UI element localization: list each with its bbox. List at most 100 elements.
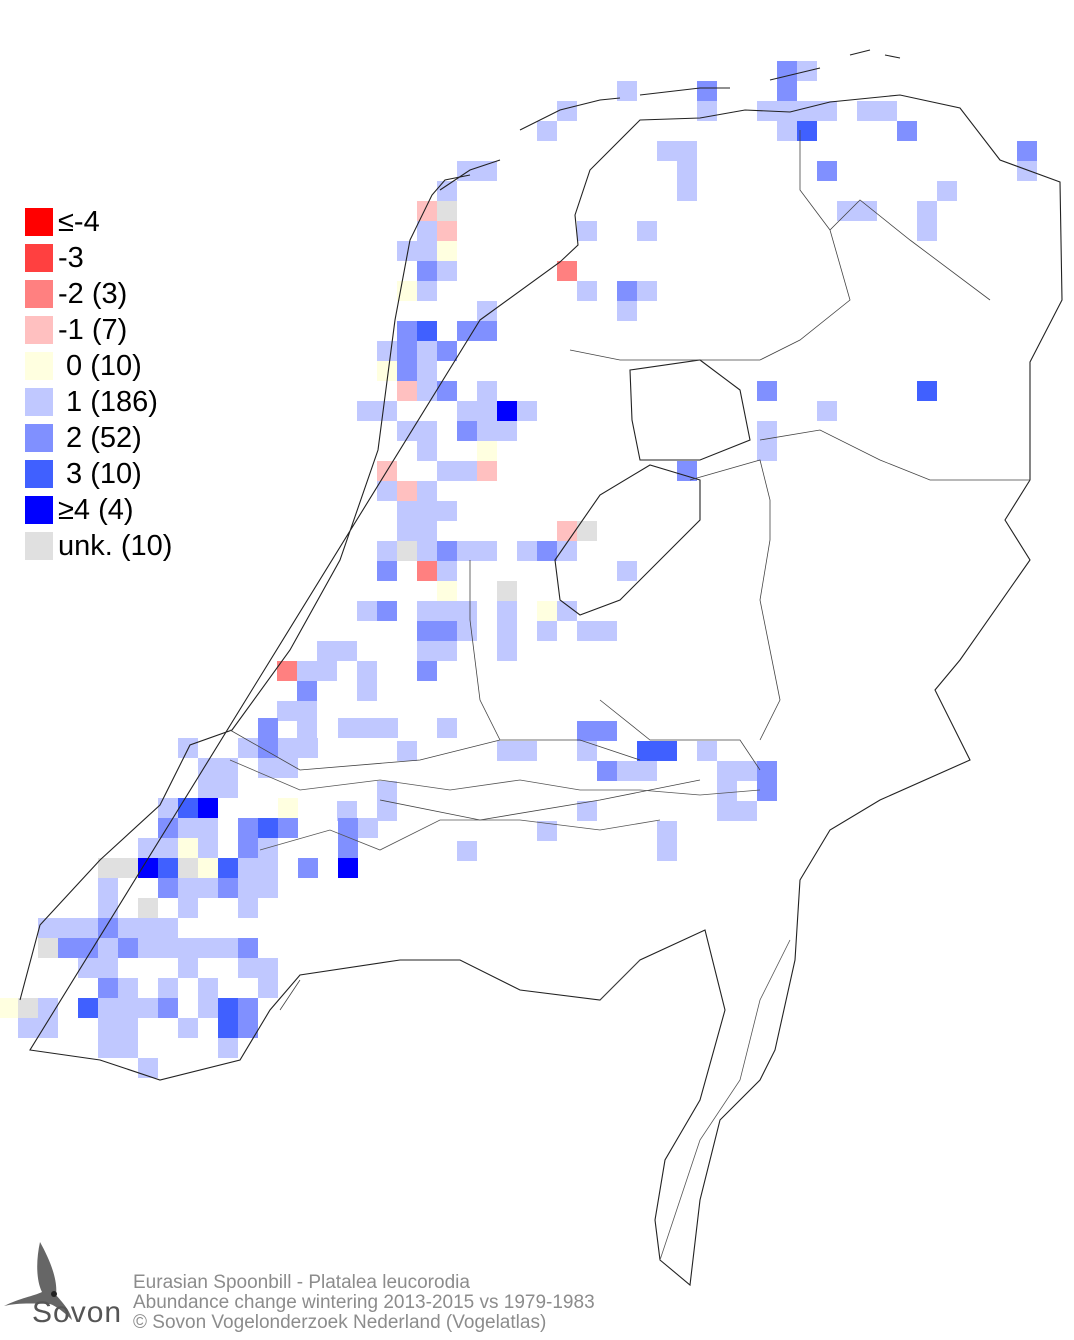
grid-cell	[397, 381, 417, 401]
grid-cell	[637, 741, 657, 761]
grid-cell	[497, 741, 517, 761]
grid-cell	[657, 741, 677, 761]
grid-cell	[338, 818, 358, 838]
grid-cell	[417, 661, 437, 681]
grid-cell	[158, 978, 178, 998]
grid-cell	[737, 761, 757, 781]
grid-cell	[238, 1018, 258, 1038]
grid-cell	[377, 601, 397, 621]
grid-cell	[497, 421, 517, 441]
grid-cell	[198, 878, 218, 898]
grid-cell	[557, 601, 577, 621]
grid-cell	[417, 321, 437, 341]
grid-cell	[377, 361, 397, 381]
legend-item: ≥4 (4)	[25, 492, 172, 528]
grid-cell	[1017, 141, 1037, 161]
legend-swatch	[25, 352, 53, 380]
grid-cell	[497, 641, 517, 661]
grid-cell	[178, 878, 198, 898]
grid-cell	[357, 401, 377, 421]
grid-cell	[937, 181, 957, 201]
grid-cell	[358, 718, 378, 738]
grid-cell	[158, 858, 178, 878]
grid-cell	[258, 818, 278, 838]
grid-cell	[717, 781, 737, 801]
legend-label: ≥4 (4)	[58, 493, 134, 526]
grid-cell	[317, 641, 337, 661]
grid-cell	[198, 938, 218, 958]
grid-cell	[457, 541, 477, 561]
grid-cell	[338, 858, 358, 878]
grid-cell	[297, 701, 317, 721]
grid-cell	[357, 681, 377, 701]
grid-cell	[517, 541, 537, 561]
grid-cell	[377, 401, 397, 421]
grid-cell	[297, 661, 317, 681]
grid-cell	[198, 778, 218, 798]
legend-swatch	[25, 280, 53, 308]
grid-cell	[98, 918, 118, 938]
grid-cell	[657, 821, 677, 841]
grid-cell	[417, 381, 437, 401]
grid-cell	[457, 841, 477, 861]
legend-item: 2 (52)	[25, 420, 172, 456]
grid-cell	[417, 341, 437, 361]
grid-cell	[537, 621, 557, 641]
grid-cell	[437, 461, 457, 481]
noordoostpolder-outline	[629, 359, 751, 461]
legend-swatch	[25, 424, 53, 452]
grid-cell	[917, 381, 937, 401]
grid-cell	[258, 978, 278, 998]
grid-cell	[98, 898, 118, 918]
grid-cell	[617, 281, 637, 301]
grid-cell	[98, 1018, 118, 1038]
grid-cell	[417, 521, 437, 541]
legend-swatch	[25, 208, 53, 236]
grid-cell	[118, 858, 138, 878]
grid-cell	[657, 141, 677, 161]
grid-cell	[417, 361, 437, 381]
grid-cell	[677, 161, 697, 181]
grid-cell	[118, 1038, 138, 1058]
grid-cell	[278, 738, 298, 758]
grid-cell	[198, 998, 218, 1018]
grid-cell	[337, 641, 357, 661]
legend-label: 0 (10)	[58, 349, 142, 382]
grid-cell	[517, 741, 537, 761]
grid-cell	[378, 718, 398, 738]
grid-cell	[417, 281, 437, 301]
grid-cell	[38, 998, 58, 1018]
map-caption: Eurasian Spoonbill - Platalea leucorodia…	[133, 1273, 595, 1333]
grid-cell	[477, 441, 497, 461]
grid-cell	[98, 978, 118, 998]
grid-cell	[697, 741, 717, 761]
grid-cell	[198, 818, 218, 838]
grid-cell	[777, 121, 797, 141]
grid-cell	[38, 918, 58, 938]
grid-cell	[78, 938, 98, 958]
grid-cell	[377, 541, 397, 561]
grid-cell	[477, 401, 497, 421]
grid-cell	[477, 381, 497, 401]
grid-cell	[537, 541, 557, 561]
grid-cell	[537, 601, 557, 621]
grid-cell	[817, 401, 837, 421]
grid-cell	[218, 1018, 238, 1038]
grid-cell	[697, 81, 717, 101]
grid-cell	[238, 998, 258, 1018]
legend-item: -1 (7)	[25, 312, 172, 348]
grid-cell	[717, 761, 737, 781]
grid-cell	[777, 81, 797, 101]
grid-cell	[757, 781, 777, 801]
grid-cell	[437, 261, 457, 281]
grid-cell	[118, 1018, 138, 1038]
grid-cell	[358, 818, 378, 838]
grid-cell	[677, 181, 697, 201]
grid-cell	[757, 381, 777, 401]
grid-cell	[417, 641, 437, 661]
grid-cell	[178, 958, 198, 978]
grid-cell	[917, 201, 937, 221]
grid-cell	[537, 121, 557, 141]
grid-cell	[178, 858, 198, 878]
map-subtitle: Abundance change wintering 2013-2015 vs …	[133, 1292, 595, 1313]
